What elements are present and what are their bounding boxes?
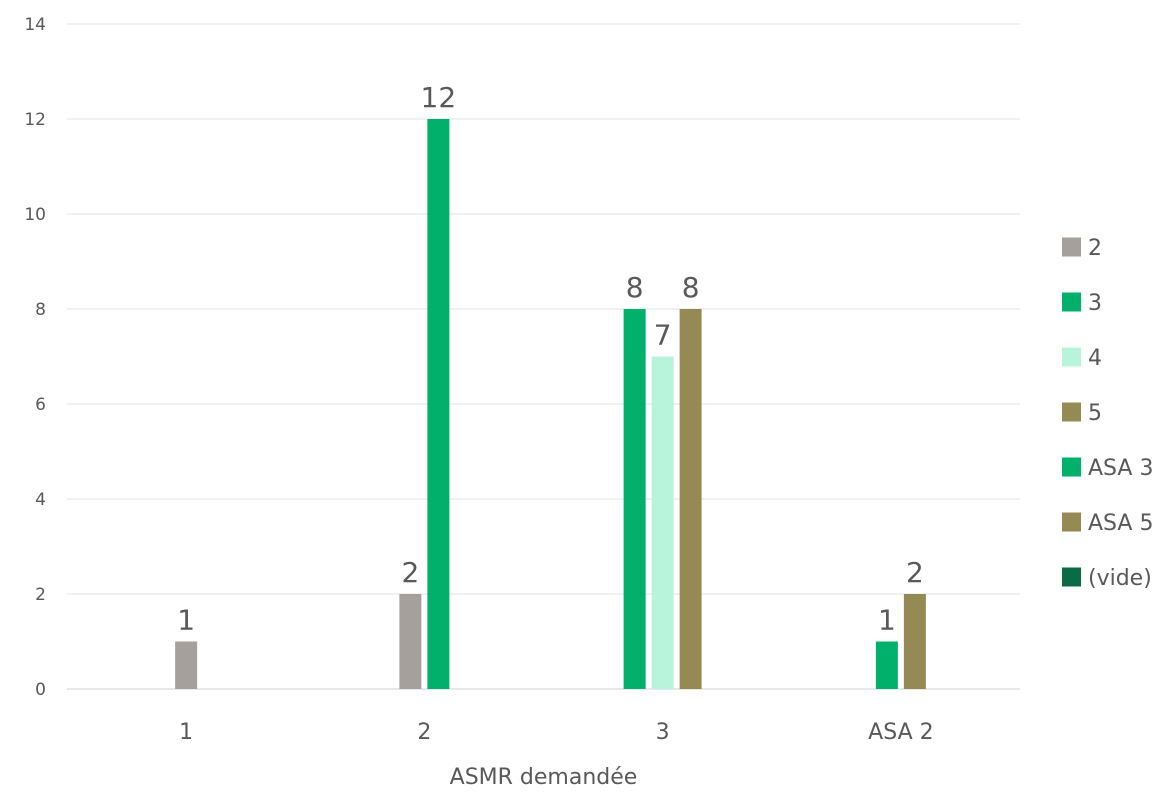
bar <box>427 119 450 689</box>
x-axis-categories: 1 2 3 ASA 2 <box>179 720 933 745</box>
y-tick-label: 8 <box>35 300 46 320</box>
legend-swatch <box>1062 402 1081 422</box>
x-tick-label: 2 <box>417 720 431 745</box>
bar <box>623 309 646 689</box>
data-label: 1 <box>177 604 195 637</box>
legend-label: 2 <box>1088 236 1102 261</box>
data-label: 2 <box>906 556 924 589</box>
y-tick-label: 14 <box>24 15 46 35</box>
legend-swatch <box>1062 567 1081 587</box>
legend-swatch <box>1062 512 1081 532</box>
legend-label: ASA 3 <box>1088 456 1153 481</box>
y-tick-label: 6 <box>35 395 46 415</box>
bars <box>175 119 926 689</box>
bar <box>875 641 898 689</box>
legend-label: 4 <box>1088 346 1102 371</box>
data-label: 2 <box>401 556 419 589</box>
legend-swatch <box>1062 457 1081 477</box>
bar <box>679 309 702 689</box>
bar <box>651 356 674 689</box>
x-tick-label: ASA 2 <box>868 720 933 745</box>
y-tick-label: 4 <box>35 490 46 510</box>
legend-label: 5 <box>1088 401 1102 426</box>
bar <box>903 594 926 689</box>
data-label: 12 <box>421 81 457 114</box>
gridlines <box>67 23 1020 690</box>
y-tick-label: 10 <box>24 205 46 225</box>
x-axis-title: ASMR demandée <box>450 765 638 790</box>
legend-swatch <box>1062 347 1081 367</box>
x-tick-label: 3 <box>656 720 670 745</box>
legend-swatch <box>1062 292 1081 312</box>
data-label: 7 <box>654 319 672 352</box>
y-tick-label: 0 <box>35 680 46 700</box>
legend-label: ASA 5 <box>1088 511 1153 536</box>
legend-label: 3 <box>1088 291 1102 316</box>
data-label: 8 <box>682 271 700 304</box>
legend-label: (vide) <box>1088 566 1152 591</box>
y-tick-label: 2 <box>35 585 46 605</box>
y-axis-ticks: 0 2 4 6 8 10 12 14 <box>24 15 46 700</box>
y-tick-label: 12 <box>24 110 46 130</box>
legend-swatch <box>1062 237 1081 257</box>
data-label: 1 <box>878 604 896 637</box>
data-label: 8 <box>626 271 644 304</box>
legend: 2 3 4 5 ASA 3 ASA 5 (vide) <box>1062 236 1153 591</box>
x-tick-label: 1 <box>179 720 193 745</box>
bar <box>175 641 198 689</box>
bar <box>399 594 422 689</box>
